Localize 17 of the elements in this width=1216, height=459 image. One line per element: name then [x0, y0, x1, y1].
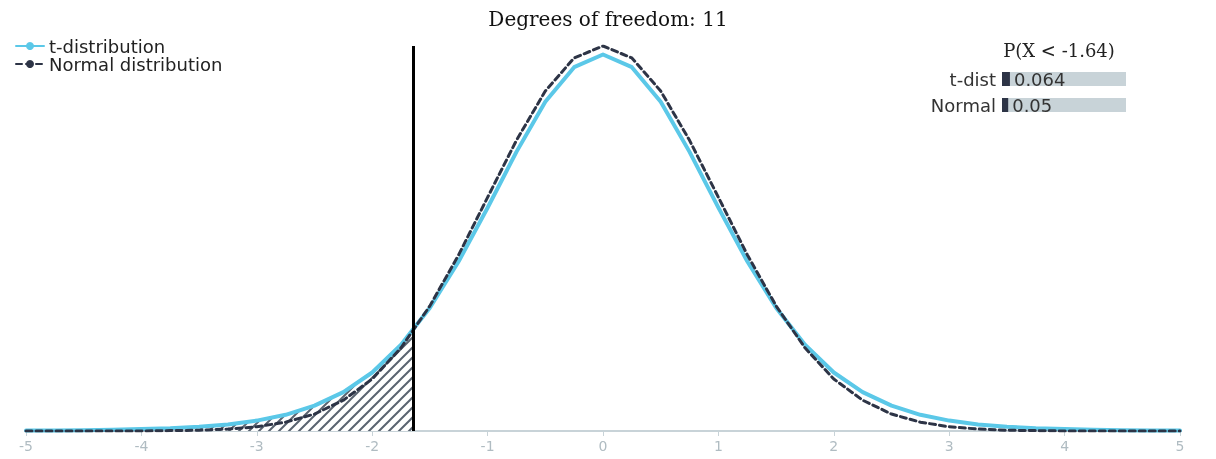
x-tick-label: -4 [134, 438, 149, 454]
x-tick-label: -3 [249, 438, 264, 454]
x-tick-label: -2 [365, 438, 380, 454]
data-label: 0.064 [1013, 68, 1066, 90]
x-tick-label: -1 [480, 438, 495, 454]
x-tick-label: 0 [598, 438, 608, 454]
x-tick-label: 2 [829, 438, 839, 454]
y-tick-label: t-dist [949, 68, 996, 90]
chart-title: P(X < -1.64) [1003, 39, 1115, 61]
x-tick-label: 1 [713, 438, 723, 454]
x-tick-label: 3 [944, 438, 954, 454]
x-tick-label: 5 [1175, 438, 1185, 454]
chart-title: Degrees of freedom: 11 [488, 7, 728, 31]
x-tick-label: 4 [1060, 438, 1070, 454]
y-tick-label: Normal [930, 94, 996, 116]
x-tick-label: -5 [19, 438, 33, 454]
data-label: 0.05 [1012, 94, 1053, 116]
